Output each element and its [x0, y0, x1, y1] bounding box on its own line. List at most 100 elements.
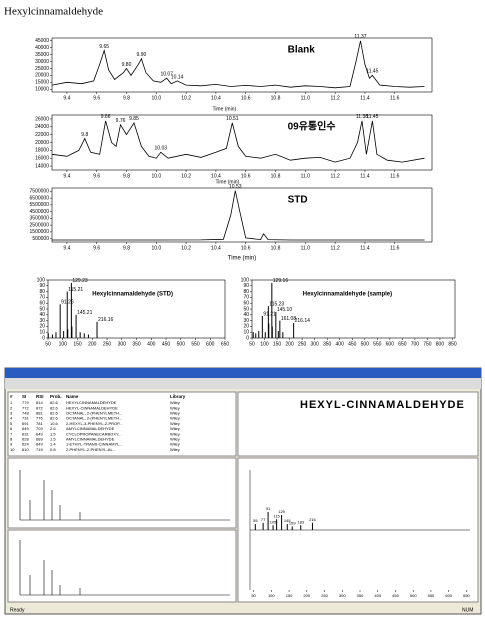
table-cell: 2-PHENYL-2-PHENYL-AL...	[66, 447, 116, 452]
table-cell: 649	[22, 426, 29, 431]
table-cell: 776	[36, 416, 43, 421]
y-tick-label: 10	[243, 330, 249, 336]
table-cell: OCTANAL, 2-(PHENYLMETH...	[66, 416, 122, 421]
x-tick-label: 10.4	[211, 173, 221, 179]
x-tick-label: 350	[132, 341, 141, 347]
plot-frame	[51, 37, 433, 93]
peak-label: 183	[297, 519, 304, 524]
table-cell: 779	[22, 400, 29, 405]
peak-label: 129.23	[72, 278, 88, 284]
y-tick-label: 40	[243, 312, 249, 318]
chromatogram-line	[52, 190, 425, 241]
y-tick-label: 50	[39, 306, 45, 312]
x-tick-label: 250	[298, 341, 307, 347]
x-tick-label: 350	[323, 341, 332, 347]
table-cell: 82.6	[50, 400, 59, 405]
marker-label: Time (min)	[212, 106, 236, 112]
table-cell: Wiley	[170, 442, 180, 447]
y-tick-label: 22000	[35, 132, 49, 138]
spectrum-panel-2	[7, 529, 237, 603]
y-tick-label: 10000	[35, 87, 49, 93]
x-tick-label: 11.6	[390, 95, 400, 101]
y-tick-label: 18000	[35, 148, 49, 154]
column-header: Library	[170, 394, 186, 399]
y-tick-label: 10	[39, 330, 45, 336]
x-tick-label: 150	[286, 593, 293, 598]
peak-label: 129	[278, 509, 285, 514]
y-tick-label: 24000	[35, 124, 49, 130]
y-tick-label: 100	[241, 277, 250, 283]
column-header: SI	[22, 394, 26, 399]
chromatogram-line	[51, 40, 425, 89]
table-cell: 719	[36, 447, 43, 452]
table-cell: 781	[36, 421, 43, 426]
y-tick-label: 50	[243, 306, 249, 312]
table-cell: 772	[22, 405, 29, 410]
peak-label: 145.10	[277, 307, 293, 313]
table-cell: 1.5	[50, 431, 56, 436]
table-cell: 5	[10, 421, 13, 426]
table-cell: 2.6	[50, 426, 56, 431]
x-tick-label: 550	[191, 341, 200, 347]
hit-list	[7, 391, 237, 457]
y-tick-label: 26000	[35, 116, 49, 122]
y-tick-label: 70	[243, 295, 249, 301]
thumbnail-spectrum	[19, 470, 230, 521]
x-tick-label: 150	[273, 341, 282, 347]
plot-frame	[51, 187, 433, 243]
x-tick-label: 10.0	[151, 95, 161, 101]
x-tick-label: 11.0	[301, 245, 311, 251]
x-tick-label: 11.4	[360, 173, 370, 179]
x-tick-label: 50	[251, 593, 256, 598]
y-tick-label: 60	[243, 301, 249, 307]
table-cell: Wiley	[170, 436, 180, 441]
x-tick-label: 400	[374, 593, 381, 598]
table-cell: 881	[36, 410, 43, 415]
status-text: Ready	[10, 607, 25, 613]
y-tick-label: 500000	[32, 236, 49, 242]
x-tick-label: 450	[392, 593, 399, 598]
table-cell: 1.5	[50, 436, 56, 441]
table-cell: 82.6	[50, 416, 59, 421]
x-tick-label: 10.6	[241, 245, 251, 251]
y-tick-label: 20	[39, 324, 45, 330]
toolbar	[5, 378, 481, 389]
y-tick-label: 3500000	[30, 216, 50, 222]
table-cell: 8	[10, 436, 13, 441]
table-cell: AMYLCINNAMALDEHYDE	[66, 426, 115, 431]
y-tick-label: 14000	[35, 163, 49, 169]
y-tick-label: 40	[39, 312, 45, 318]
table-cell: 628	[22, 436, 29, 441]
table-cell: 2	[10, 405, 13, 410]
table-cell: 703	[36, 426, 43, 431]
peak-label: 159	[289, 520, 296, 525]
x-tick-label: 650	[398, 341, 407, 347]
table-cell: Wiley	[170, 400, 180, 405]
x-tick-label: 500	[410, 593, 417, 598]
x-axis-title: Time (min)	[228, 256, 256, 262]
x-tick-label: 9.8	[123, 173, 130, 179]
x-tick-label: 11.0	[301, 173, 311, 179]
peak-label: 145	[284, 518, 291, 523]
peak-label: 9.85	[129, 116, 139, 122]
compound-name: HEXYL-CINNAMALDEHYDE	[300, 399, 465, 411]
x-tick-label: 10.6	[241, 95, 251, 101]
x-tick-label: 200	[285, 341, 294, 347]
table-cell: 691	[22, 421, 29, 426]
table-cell: Wiley	[170, 421, 180, 426]
column-header: RSI	[36, 394, 44, 399]
table-cell: 689	[36, 436, 43, 441]
table-cell: OCTANAL, 2-(PHENYLMETH...	[66, 410, 122, 415]
peak-label: 115	[273, 513, 280, 518]
column-header: #	[10, 394, 13, 399]
x-tick-label: 650	[463, 593, 470, 598]
y-tick-label: 25000	[35, 66, 49, 72]
peak-label: 11.37	[354, 34, 366, 40]
table-cell: 872	[36, 405, 43, 410]
y-tick-label: 5500000	[30, 202, 50, 208]
x-tick-label: 11.6	[390, 173, 400, 179]
peak-label: 10.14	[171, 74, 184, 80]
x-tick-label: 9.6	[93, 173, 100, 179]
x-tick-label: 10.2	[181, 173, 191, 179]
x-tick-label: 200	[88, 341, 97, 347]
